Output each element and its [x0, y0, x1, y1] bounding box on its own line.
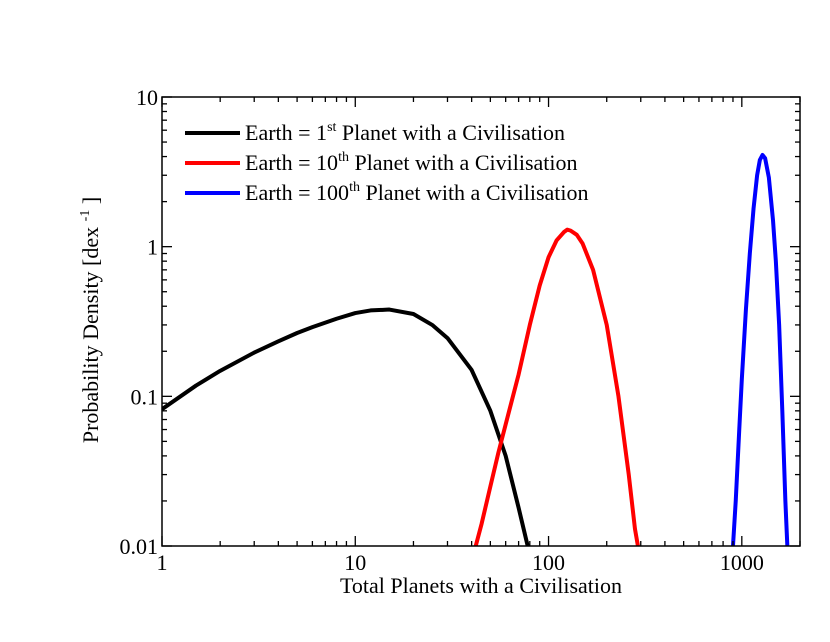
ticks-layer: [161, 96, 801, 547]
series-line-2: [473, 227, 640, 546]
series-line-1: [162, 307, 530, 546]
x-tick-label: 1000: [720, 550, 764, 575]
y-axis-title-end: ]: [78, 197, 103, 204]
y-axis-title-main: Probability Density [dex: [78, 227, 103, 443]
tick-labels-layer: 1 10 100 1000 0.01 0.1 1 10: [120, 85, 764, 575]
series-line-3: [730, 152, 790, 546]
x-tick-label: 100: [532, 550, 565, 575]
legend-label-2: Earth = 10th Planet with a Civilisation: [245, 150, 578, 175]
y-tick-label: 10: [136, 85, 158, 110]
legend-label-1: Earth = 1st Planet with a Civilisation: [245, 120, 565, 145]
y-axis-title: Probability Density [dex -1 ]: [69, 197, 103, 443]
x-axis-title: Total Planets with a Civilisation: [340, 573, 622, 598]
series-layer: [162, 152, 790, 546]
x-tick-label: 10: [344, 550, 366, 575]
legend: Earth = 1st Planet with a Civilisation Ea…: [185, 120, 589, 205]
x-tick-label: 1: [157, 550, 168, 575]
y-tick-label: 0.01: [120, 534, 159, 559]
y-tick-label: 0.1: [131, 384, 159, 409]
plot-frame: [161, 96, 801, 547]
y-axis-title-sup: -1: [78, 210, 93, 222]
legend-label-3: Earth = 100th Planet with a Civilisation: [245, 180, 589, 205]
y-tick-label: 1: [147, 235, 158, 260]
